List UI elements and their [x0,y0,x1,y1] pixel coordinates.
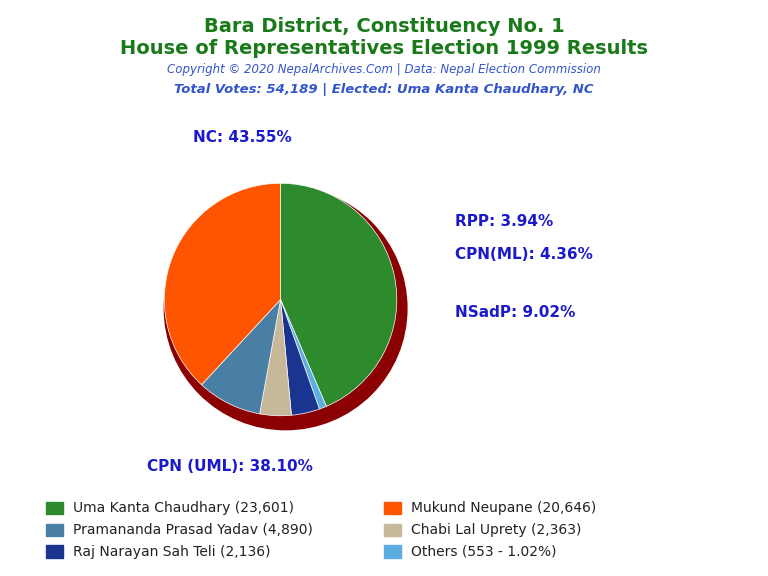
Text: Total Votes: 54,189 | Elected: Uma Kanta Chaudhary, NC: Total Votes: 54,189 | Elected: Uma Kanta… [174,83,594,96]
Text: NC: 43.55%: NC: 43.55% [194,130,292,145]
Text: Pramananda Prasad Yadav (4,890): Pramananda Prasad Yadav (4,890) [73,523,313,537]
Text: Others (553 - 1.02%): Others (553 - 1.02%) [411,545,556,559]
Wedge shape [280,183,397,406]
Text: House of Representatives Election 1999 Results: House of Representatives Election 1999 R… [120,39,648,58]
Text: Chabi Lal Uprety (2,363): Chabi Lal Uprety (2,363) [411,523,581,537]
Wedge shape [280,300,319,415]
Text: Copyright © 2020 NepalArchives.Com | Data: Nepal Election Commission: Copyright © 2020 NepalArchives.Com | Dat… [167,63,601,77]
Text: Bara District, Constituency No. 1: Bara District, Constituency No. 1 [204,17,564,36]
Text: CPN(ML): 4.36%: CPN(ML): 4.36% [455,247,593,262]
Text: Uma Kanta Chaudhary (23,601): Uma Kanta Chaudhary (23,601) [73,501,294,515]
Text: RPP: 3.94%: RPP: 3.94% [455,214,553,229]
Text: Raj Narayan Sah Teli (2,136): Raj Narayan Sah Teli (2,136) [73,545,270,559]
Text: NSadP: 9.02%: NSadP: 9.02% [455,305,575,320]
Wedge shape [260,300,291,416]
Circle shape [164,187,407,430]
Wedge shape [164,183,280,385]
Text: Mukund Neupane (20,646): Mukund Neupane (20,646) [411,501,596,515]
Text: CPN (UML): 38.10%: CPN (UML): 38.10% [147,459,313,474]
Wedge shape [201,300,280,414]
Wedge shape [280,300,326,409]
